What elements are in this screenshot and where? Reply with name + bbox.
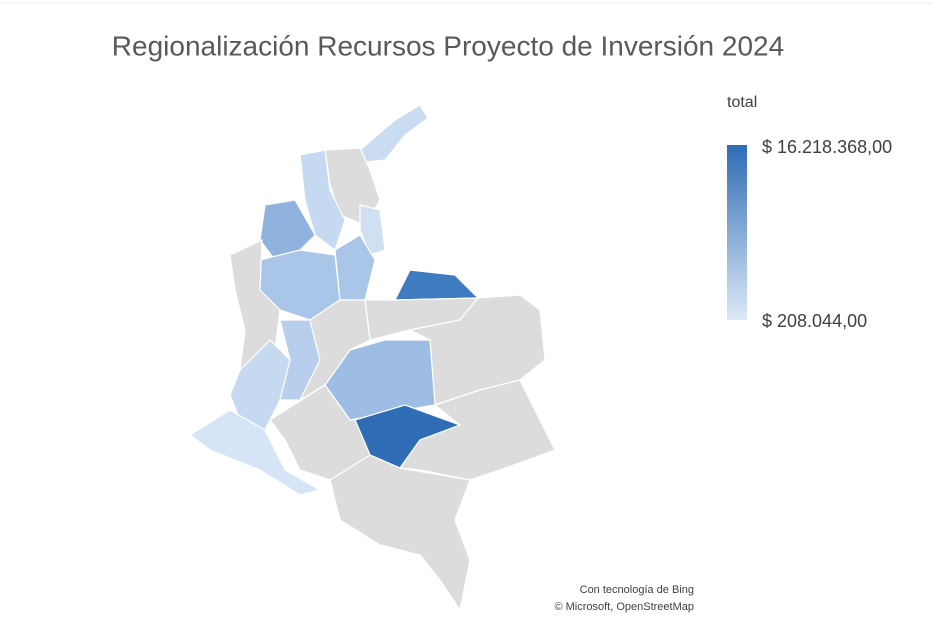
legend-max-label: $ 16.218.368,00: [762, 137, 892, 157]
region: [269, 384, 371, 481]
region: [334, 234, 376, 301]
region: [359, 104, 429, 163]
region: [359, 204, 386, 256]
region: [229, 339, 291, 431]
map: [188, 104, 556, 612]
region: [329, 454, 471, 612]
region: [188, 409, 322, 496]
chart-title: Regionalización Recursos Proyecto de Inv…: [112, 30, 784, 61]
legend-min-label: $ 208.044,00: [762, 311, 867, 331]
legend-gradient: [727, 145, 747, 320]
attribution: © Microsoft, OpenStreetMap: [554, 601, 694, 613]
attribution: Con tecnología de Bing: [580, 584, 694, 596]
legend-title: total: [727, 94, 757, 111]
region: [394, 269, 480, 301]
region: [299, 149, 346, 251]
region: [398, 379, 556, 481]
region: [298, 299, 371, 402]
